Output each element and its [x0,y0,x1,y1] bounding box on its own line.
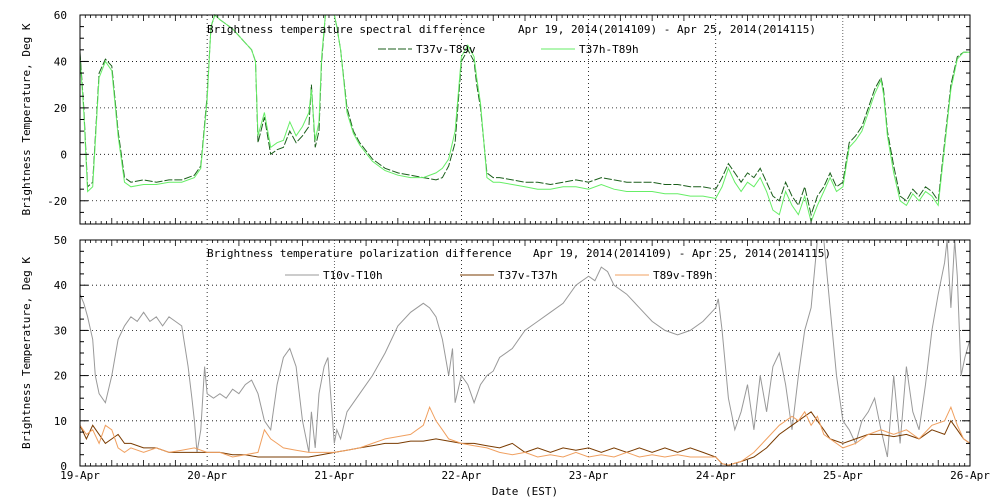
y-tick-label: 50 [54,234,67,247]
chart-title: Brightness temperature polarization diff… [207,247,512,260]
chart-title: Brightness temperature spectral differen… [207,23,485,36]
y-tick-label: 0 [60,148,67,161]
x-tick-label: 22-Apr [442,469,482,482]
y-tick-label: 0 [60,460,67,473]
series-line-t89v-t89h [79,405,971,466]
chart-date-range: Apr 19, 2014(2014109) - Apr 25, 2014(201… [533,247,831,260]
plot-frame [79,14,971,225]
y-axis-label: Brightness Temperature, Deg K [20,257,33,449]
x-tick-label: 21-Apr [314,469,354,482]
series-line-t37h-t89h [79,14,970,224]
y-tick-label: 20 [54,370,67,383]
chart-date-range: Apr 19, 2014(2014109) - Apr 25, 2014(201… [518,23,816,36]
legend-label: T37h-T89h [579,43,639,56]
y-axis-label: Brightness Temperature, Deg K [20,23,33,215]
chart-panel-2: 0 10 20 30 40 50 19-Apr 20-Apr 21-Apr 22-Apr 23-Ap… [20,234,990,498]
legend-label: T89v-T89h [653,269,713,282]
series-line-t37v-t89v [79,14,970,217]
x-tick-label: 20-Apr [187,469,227,482]
y-tick-label: 30 [54,324,67,337]
y-tick-label: 40 [54,55,67,68]
y-tick-label: 10 [54,415,67,428]
y-tick-label: 20 [54,102,67,115]
x-tick-label: 24-Apr [696,469,736,482]
y-tick-label: 60 [54,9,67,22]
legend-label: T37v-T89v [416,43,476,56]
legend-label: T37v-T37h [498,269,558,282]
x-tick-label: 25-Apr [823,469,863,482]
chart-panel-1: -20 0 20 40 60 Brightness Temperature, Deg K B… [20,9,971,225]
legend-label: T10v-T10h [323,269,383,282]
x-tick-label: 26-Apr [950,469,990,482]
series-line-t37v-t37h [79,411,971,466]
x-tick-label: 19-Apr [60,469,100,482]
y-tick-label: 40 [54,279,67,292]
y-tick-label: -20 [47,195,67,208]
x-axis-label: Date (EST) [492,485,558,498]
x-tick-label: 23-Apr [569,469,609,482]
